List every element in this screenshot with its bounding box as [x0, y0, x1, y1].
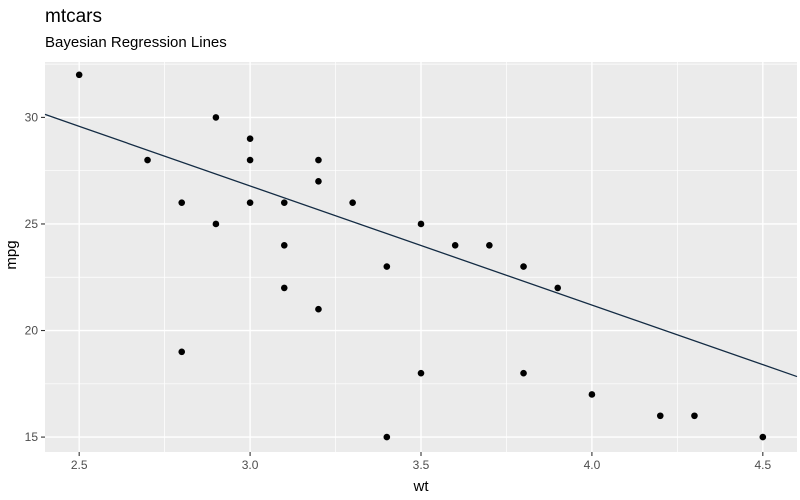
- data-point: [759, 433, 767, 441]
- data-point: [486, 241, 493, 249]
- data-point: [554, 284, 562, 292]
- data-point: [417, 220, 425, 228]
- data-point: [212, 220, 220, 228]
- y-tick-label: 15: [25, 430, 39, 444]
- data-point: [349, 199, 356, 206]
- data-point: [383, 433, 391, 441]
- chart-subtitle: Bayesian Regression Lines: [45, 34, 227, 51]
- data-point: [691, 412, 698, 420]
- data-point: [75, 71, 83, 79]
- y-axis-title: mpg: [3, 240, 20, 269]
- data-point: [280, 199, 288, 206]
- data-point: [417, 369, 425, 377]
- data-point: [212, 114, 220, 121]
- data-point: [383, 263, 391, 270]
- data-point: [144, 156, 151, 164]
- data-point: [246, 156, 254, 164]
- x-tick-label: 4.0: [584, 458, 601, 472]
- x-axis-title: wt: [413, 478, 430, 495]
- regression-line: [44, 113, 798, 378]
- data-point: [246, 199, 254, 206]
- y-tick-label: 30: [25, 110, 39, 124]
- data-point: [178, 199, 186, 206]
- data-point: [315, 156, 322, 164]
- data-point: [656, 412, 664, 420]
- data-point: [588, 391, 596, 398]
- y-tick-label: 25: [25, 217, 39, 231]
- data-point: [451, 241, 459, 249]
- x-tick-label: 4.5: [754, 458, 771, 472]
- x-tick-label: 2.5: [71, 458, 88, 472]
- data-point: [520, 369, 527, 377]
- data-point: [315, 178, 322, 185]
- data-point: [520, 263, 527, 270]
- data-point: [178, 348, 186, 356]
- data-point: [315, 305, 322, 313]
- data-point: [280, 241, 288, 249]
- chart-title: mtcars: [45, 6, 102, 27]
- y-tick-label: 20: [25, 324, 39, 338]
- x-tick-label: 3.5: [413, 458, 430, 472]
- data-point: [280, 284, 288, 292]
- x-tick-label: 3.0: [242, 458, 259, 472]
- data-point: [246, 135, 254, 143]
